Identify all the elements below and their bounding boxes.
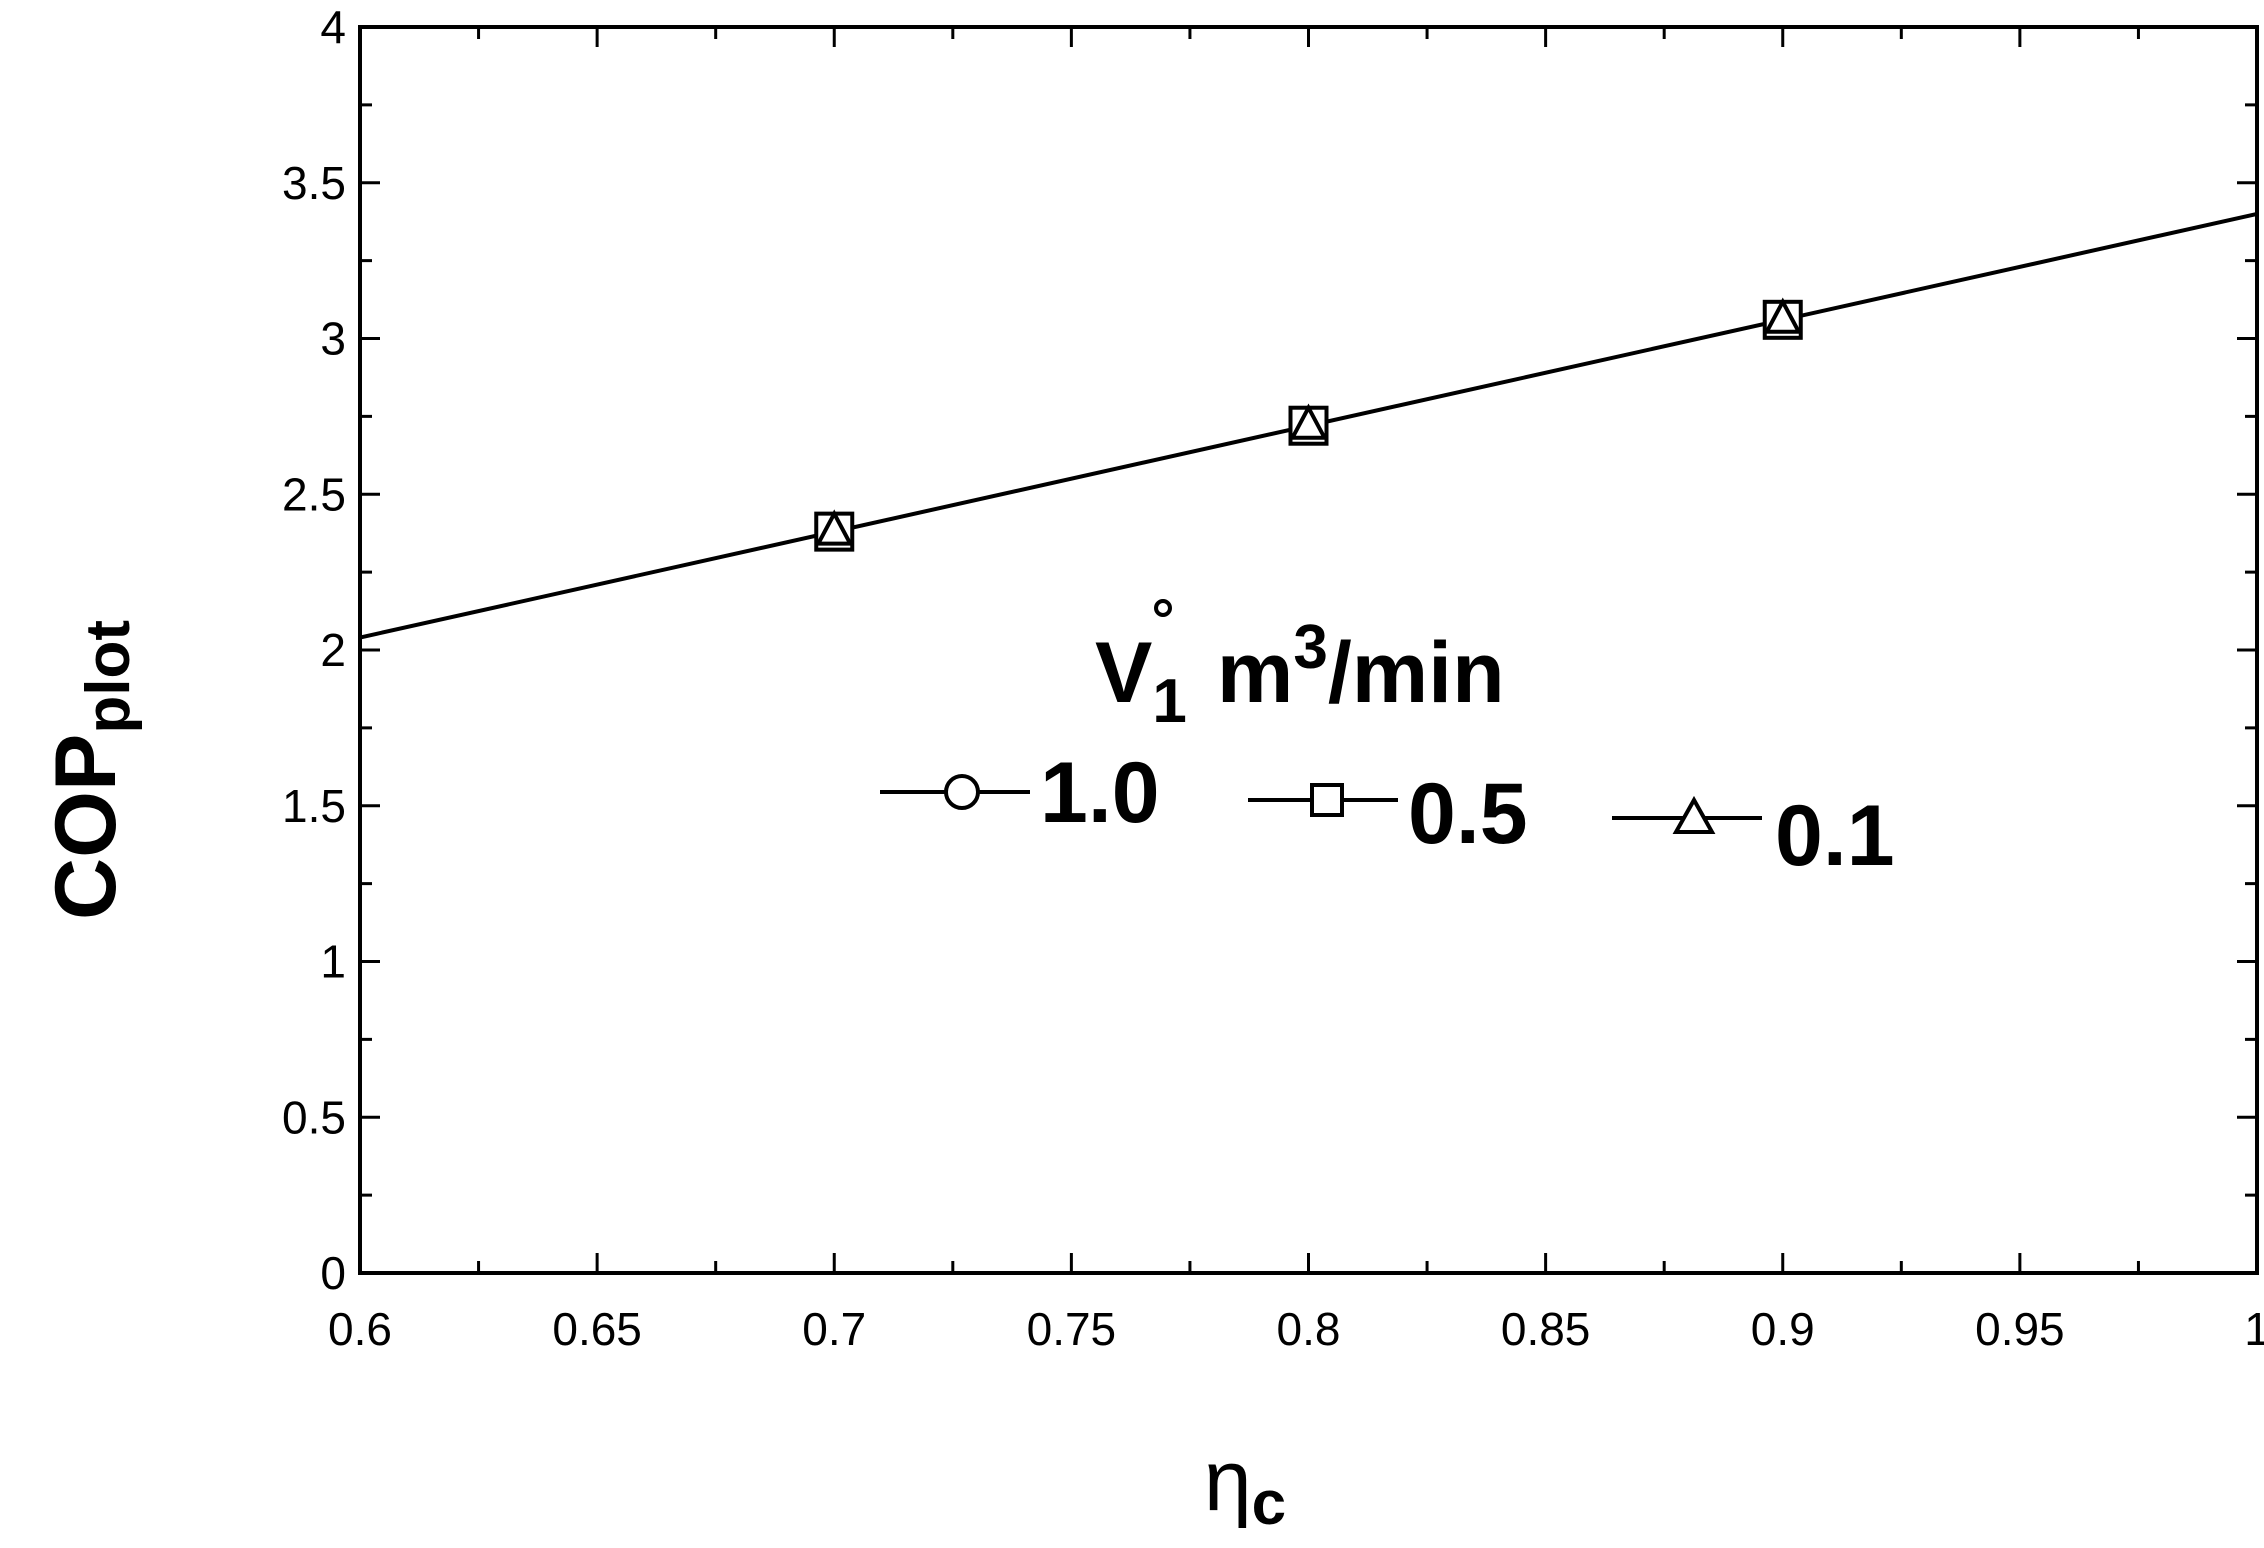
y-tick-label: 2 bbox=[320, 624, 346, 676]
legend-title-dot bbox=[1154, 599, 1172, 617]
legend-entry-3: 0.1 bbox=[1612, 788, 1895, 884]
x-tick-label: 0.75 bbox=[1027, 1303, 1117, 1355]
x-tick-label: 0.95 bbox=[1975, 1303, 2065, 1355]
legend-entry-1: 1.0 bbox=[880, 745, 1160, 841]
y-tick-label: 4 bbox=[320, 1, 346, 53]
y-tick-label: 1 bbox=[320, 936, 346, 988]
y-tick-label: 3 bbox=[320, 313, 346, 365]
y-tick-label: 3.5 bbox=[282, 157, 346, 209]
x-tick-label: 0.7 bbox=[802, 1303, 866, 1355]
legend-label-3: 0.1 bbox=[1775, 788, 1895, 884]
legend-label-2: 0.5 bbox=[1408, 766, 1528, 862]
x-tick-label: 0.9 bbox=[1751, 1303, 1815, 1355]
x-tick-label: 1 bbox=[2244, 1303, 2264, 1355]
data-point-triangle bbox=[1763, 297, 1803, 334]
tick-labels: 0.6 0.65 0.7 0.75 0.8 0.85 0.9 0.95 1 0 0.5 1 1.5 2 2.… bbox=[282, 1, 2264, 1355]
x-tick-label: 0.8 bbox=[1277, 1303, 1341, 1355]
legend-circle-marker bbox=[944, 774, 980, 810]
data-point-triangle bbox=[814, 509, 854, 546]
y-axis-title: COPplot bbox=[38, 620, 143, 920]
x-tick-label: 0.6 bbox=[328, 1303, 392, 1355]
data-layer bbox=[359, 211, 2258, 640]
legend-entry-2: 0.5 bbox=[1248, 766, 1528, 862]
legend-label-1: 1.0 bbox=[1040, 745, 1160, 841]
legend-triangle-marker bbox=[1672, 795, 1716, 834]
legend: V1 m3/min 1.0 0.5 0.1 bbox=[880, 599, 1895, 884]
y-tick-label: 2.5 bbox=[282, 468, 346, 520]
legend-square-marker bbox=[1310, 783, 1344, 817]
y-tick-label: 0.5 bbox=[282, 1091, 346, 1143]
legend-title: V1 m3/min bbox=[1095, 613, 1505, 736]
x-tick-label: 0.65 bbox=[552, 1303, 642, 1355]
data-point-triangle bbox=[1289, 403, 1328, 440]
y-tick-label: 0 bbox=[320, 1247, 346, 1299]
x-tick-label: 0.85 bbox=[1501, 1303, 1591, 1355]
y-tick-label: 1.5 bbox=[282, 780, 346, 832]
x-axis-title: ηc bbox=[1204, 1433, 1286, 1538]
plot-frame bbox=[358, 25, 2259, 1275]
